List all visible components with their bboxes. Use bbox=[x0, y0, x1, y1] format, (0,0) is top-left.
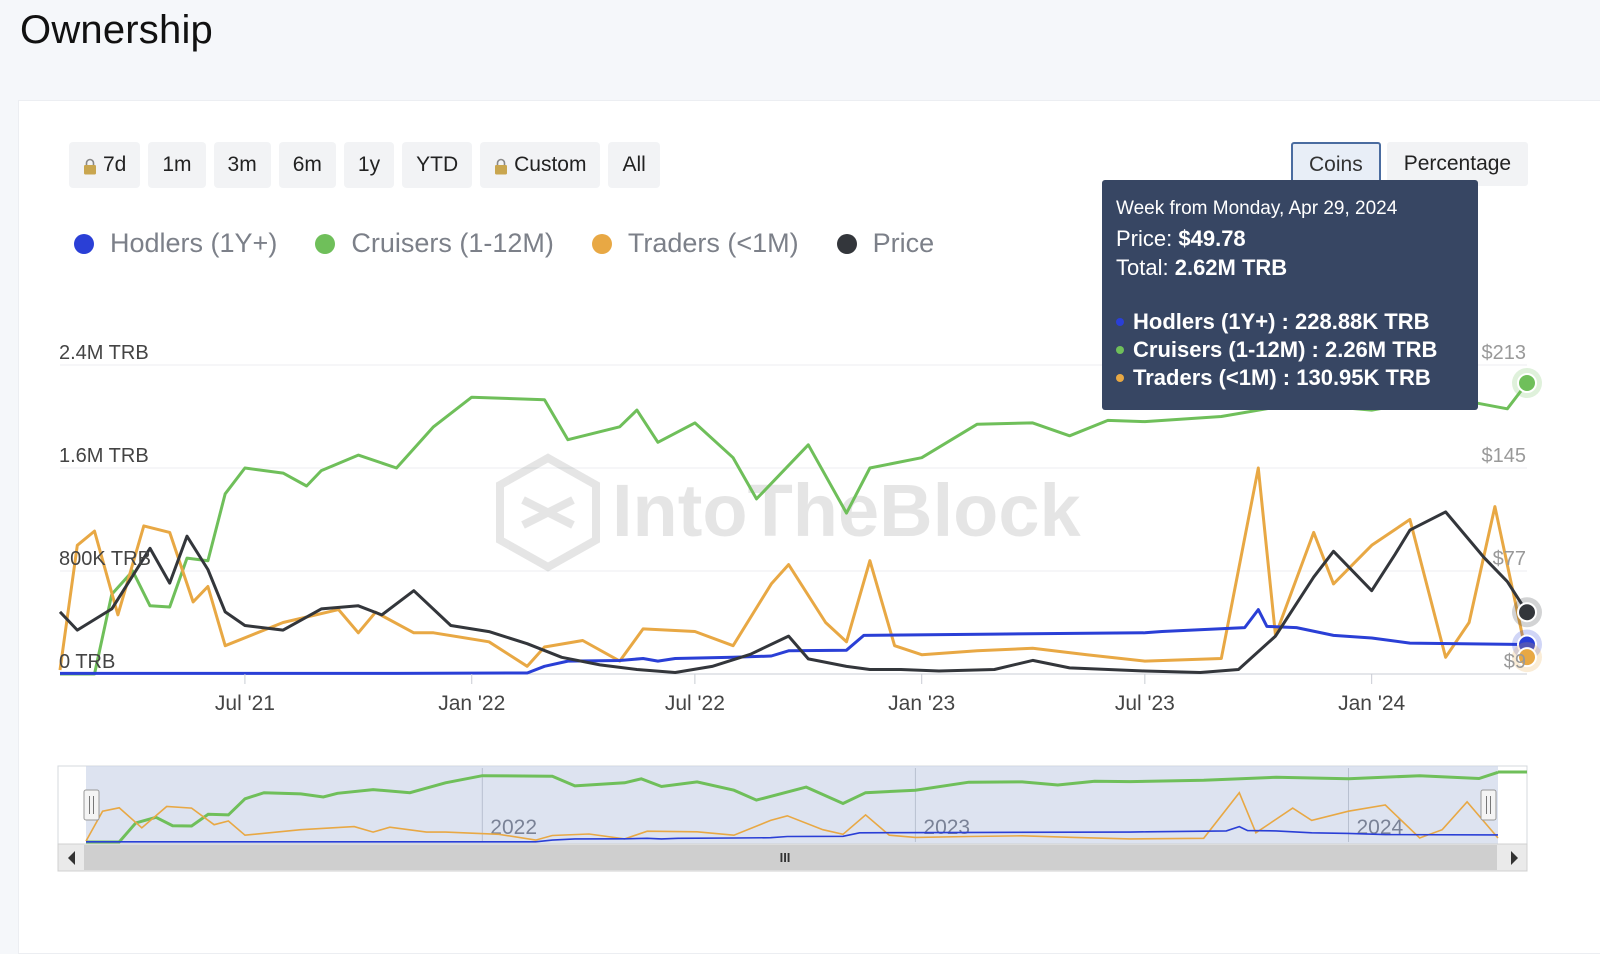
tooltip-row-hodlers: Hodlers (1Y+) : 228.88K TRB bbox=[1116, 308, 1464, 336]
range-button-label: 3m bbox=[227, 153, 257, 176]
range-selector: 7d 1m 3m 6m 1y YTD Custom All bbox=[69, 142, 660, 188]
x-tick-label: Jan '23 bbox=[888, 692, 955, 715]
range-button-label: 1y bbox=[357, 153, 381, 176]
point-marker bbox=[1517, 373, 1537, 394]
page-title: Ownership bbox=[20, 8, 213, 52]
navigator-series bbox=[86, 825, 1499, 843]
chart-legend: Hodlers (1Y+) Cruisers (1-12M) Traders (… bbox=[74, 228, 972, 259]
range-button-label: 1m bbox=[162, 153, 192, 176]
navigator-year-label: 2023 bbox=[923, 816, 970, 839]
series-line-traders bbox=[58, 466, 1529, 671]
point-marker bbox=[1517, 602, 1537, 623]
y-tick-label-right: $77 bbox=[1493, 548, 1526, 570]
x-tick-label: Jan '24 bbox=[1338, 692, 1405, 715]
range-button-6m[interactable]: 6m bbox=[278, 142, 336, 188]
tooltip-total: Total: 2.62M TRB bbox=[1116, 255, 1288, 280]
watermark: IntoTheBlock bbox=[496, 453, 1082, 572]
legend-label: Cruisers (1-12M) bbox=[351, 228, 554, 258]
navigator-handle[interactable] bbox=[1480, 789, 1497, 821]
range-button-label: Custom bbox=[514, 153, 587, 176]
watermark-logo bbox=[496, 453, 600, 572]
lock-icon bbox=[494, 157, 508, 174]
navigator-series bbox=[86, 770, 1499, 844]
percentage-button[interactable]: Percentage bbox=[1386, 142, 1529, 186]
legend-label: Traders (<1M) bbox=[627, 228, 799, 258]
scroll-left-arrow-icon[interactable] bbox=[68, 851, 75, 865]
scrollbar-grip-label: III bbox=[780, 850, 791, 865]
legend-label: Hodlers (1Y+) bbox=[110, 228, 278, 258]
y-tick-label-left: 0 TRB bbox=[59, 651, 115, 673]
range-button-ytd[interactable]: YTD bbox=[402, 142, 473, 188]
y-tick-label-left: 2.4M TRB bbox=[59, 342, 149, 364]
legend-item-price[interactable]: Price bbox=[836, 228, 935, 259]
tooltip-row-traders: Traders (<1M) : 130.95K TRB bbox=[1116, 364, 1464, 392]
tooltip-row-cruisers: Cruisers (1-12M) : 2.26M TRB bbox=[1116, 336, 1464, 364]
x-tick-label: Jul '22 bbox=[665, 692, 725, 715]
legend-item-cruisers[interactable]: Cruisers (1-12M) bbox=[315, 228, 554, 259]
handle-body bbox=[83, 789, 100, 821]
legend-marker bbox=[315, 233, 336, 254]
series-line-price bbox=[58, 510, 1529, 674]
tooltip-price: Price: $49.78 bbox=[1116, 226, 1246, 251]
range-button-all[interactable]: All bbox=[608, 142, 660, 188]
handle-body bbox=[1480, 789, 1497, 821]
range-button-label: 7d bbox=[103, 153, 127, 176]
scrollbar-thumb[interactable] bbox=[84, 845, 1497, 870]
legend-marker bbox=[74, 233, 94, 254]
lock-icon bbox=[83, 157, 97, 174]
scroll-right-arrow-icon[interactable] bbox=[1511, 851, 1518, 865]
range-button-1y[interactable]: 1y bbox=[343, 142, 395, 188]
legend-marker bbox=[591, 233, 612, 254]
navigator-year-label: 2024 bbox=[1356, 816, 1403, 839]
legend-item-traders[interactable]: Traders (<1M) bbox=[591, 228, 799, 259]
range-button-label: YTD bbox=[416, 153, 459, 176]
legend-item-hodlers[interactable]: Hodlers (1Y+) bbox=[74, 228, 277, 259]
navigator-handle[interactable] bbox=[83, 789, 100, 821]
y-tick-label-left: 1.6M TRB bbox=[59, 445, 149, 467]
series-line-hodlers bbox=[60, 608, 1528, 675]
point-marker bbox=[1517, 647, 1537, 668]
range-button-label: 6m bbox=[292, 153, 322, 176]
navigator-series bbox=[85, 791, 1499, 842]
chart-tooltip: Week from Monday, Apr 29, 2024 Price: $4… bbox=[1102, 180, 1478, 410]
y-tick-label-right: $9 bbox=[1504, 651, 1526, 673]
legend-label: Price bbox=[872, 228, 935, 258]
range-button-3m[interactable]: 3m bbox=[213, 142, 271, 188]
range-button-7d[interactable]: 7d bbox=[69, 142, 141, 188]
x-tick-label: Jul '21 bbox=[215, 692, 275, 715]
y-tick-label-right: $213 bbox=[1482, 342, 1527, 364]
legend-marker bbox=[836, 233, 857, 254]
series-line-cruisers bbox=[60, 382, 1529, 676]
tooltip-date: Week from Monday, Apr 29, 2024 bbox=[1116, 198, 1398, 219]
x-tick-label: Jul '23 bbox=[1115, 692, 1175, 715]
range-button-custom[interactable]: Custom bbox=[480, 142, 601, 188]
range-button-1m[interactable]: 1m bbox=[148, 142, 206, 188]
y-tick-label-right: $145 bbox=[1482, 445, 1527, 467]
navigator-year-label: 2022 bbox=[490, 816, 537, 839]
x-tick-label: Jan '22 bbox=[438, 692, 505, 715]
y-tick-label-left: 800K TRB bbox=[59, 548, 151, 570]
range-button-label: All bbox=[622, 153, 646, 176]
